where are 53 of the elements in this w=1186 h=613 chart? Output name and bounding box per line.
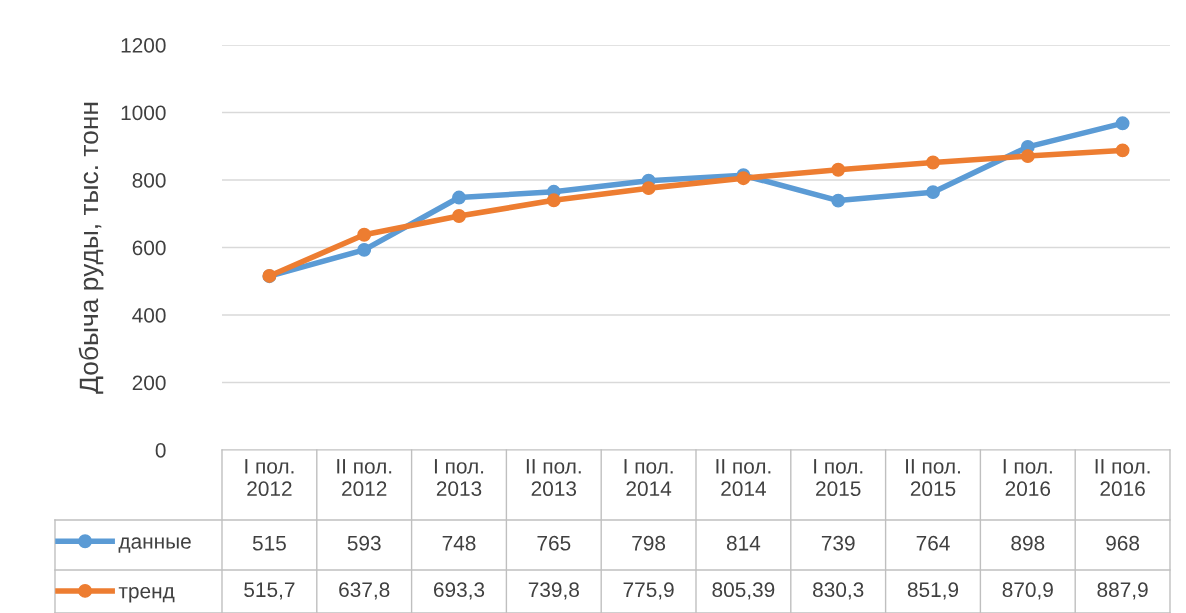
point — [1115, 143, 1130, 158]
data-label: 748 — [442, 535, 476, 551]
x-tick-label: II пол. 2013 — [526, 459, 581, 497]
data-label: 968 — [1106, 535, 1140, 551]
point — [926, 155, 940, 170]
point — [357, 242, 372, 257]
data-label: 739 — [821, 535, 855, 551]
point — [1020, 149, 1035, 164]
data-label: 515 — [252, 536, 286, 551]
point — [1115, 116, 1130, 131]
data-label: 764 — [916, 535, 950, 551]
data-label: 851,9 — [907, 582, 959, 600]
y-tick-label: 600 — [132, 240, 166, 256]
y-tick-label: 0 — [155, 443, 166, 458]
y-axis-title: Добыча руды, тыс. тонн — [78, 102, 104, 394]
x-tick-label: I пол. 2015 — [814, 459, 863, 497]
x-tick-label: II пол. 2014 — [716, 459, 771, 497]
y-tick-label: 200 — [132, 375, 166, 391]
point — [546, 193, 561, 208]
point — [831, 162, 846, 177]
legend-label: тренд — [118, 586, 175, 603]
x-tick-label: II пол. 2016 — [1095, 459, 1150, 497]
data-label: 637,8 — [339, 582, 390, 600]
point — [452, 190, 466, 205]
data-label: 593 — [347, 535, 381, 551]
point — [641, 181, 656, 196]
point — [452, 209, 466, 223]
data-label: 739,8 — [528, 582, 579, 600]
data-label: 887,9 — [1097, 582, 1148, 600]
data-label: 798 — [632, 535, 666, 551]
data-label: 805,39 — [712, 582, 775, 600]
data-label: 870,9 — [1002, 582, 1053, 600]
y-tick-label: 800 — [132, 173, 166, 188]
x-tick-label: II пол. 2015 — [906, 459, 960, 497]
data-label: 898 — [1011, 535, 1045, 551]
x-tick-label: II пол. 2012 — [337, 459, 392, 497]
x-tick-label: I пол. 2012 — [245, 459, 294, 497]
y-tick-label: 1200 — [121, 38, 166, 53]
data-label: 765 — [537, 535, 571, 551]
legend-label: данные — [118, 537, 191, 553]
point — [926, 185, 940, 200]
point — [831, 193, 846, 208]
x-tick-label: I пол. 2016 — [1003, 459, 1052, 497]
data-label: 515,7 — [244, 582, 295, 600]
y-tick-label: 1000 — [121, 105, 166, 121]
data-label: 775,9 — [623, 582, 674, 600]
x-tick-label: I пол. 2013 — [434, 459, 484, 497]
x-tick-label: I пол. 2014 — [624, 459, 673, 497]
data-label: 830,3 — [813, 582, 864, 600]
point — [357, 227, 372, 242]
data-label: 693,3 — [433, 582, 485, 600]
data-label: 814 — [726, 535, 761, 551]
y-tick-label: 400 — [132, 308, 166, 323]
